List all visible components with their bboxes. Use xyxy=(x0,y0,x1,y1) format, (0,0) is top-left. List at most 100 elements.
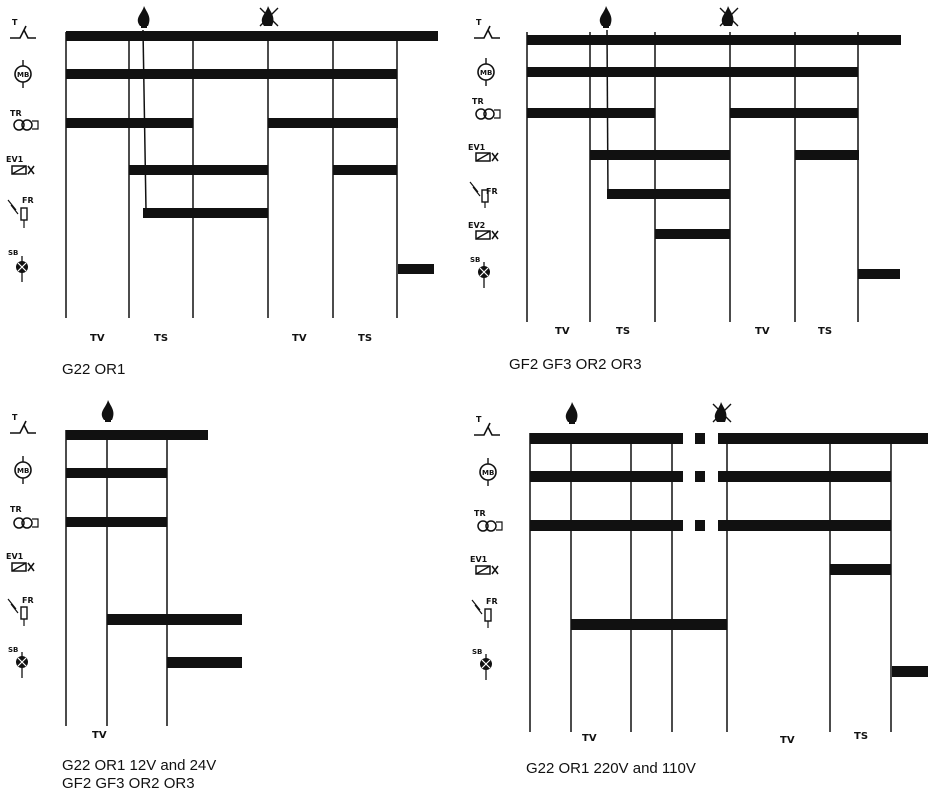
valve-icon: EV1 xyxy=(468,143,499,162)
motor-bar xyxy=(530,471,683,482)
phase-label-ts: TS xyxy=(818,326,832,337)
thermostat-icon: T xyxy=(474,415,500,436)
transformer-bar xyxy=(527,108,655,118)
component-bars xyxy=(530,433,928,677)
svg-text:T: T xyxy=(12,18,18,27)
motor-bar xyxy=(527,67,858,77)
transformer-bar xyxy=(66,118,193,128)
svg-text:EV1: EV1 xyxy=(468,143,486,152)
svg-text:MB: MB xyxy=(17,467,29,475)
svg-text:SB: SB xyxy=(8,646,18,654)
valve1-bar xyxy=(333,165,397,175)
motor-icon: MB xyxy=(479,458,497,486)
flame-rod-bar xyxy=(571,619,727,630)
svg-text:T: T xyxy=(476,18,482,27)
phase-label-ts: TS xyxy=(616,326,630,337)
thermostat-bar xyxy=(66,430,208,440)
timing-chart: T MB TR EV1 FR SB xyxy=(6,6,438,344)
svg-text:TR: TR xyxy=(10,109,22,118)
phase-label-tv: TV xyxy=(755,326,770,337)
thermostat-bar xyxy=(530,433,683,444)
diagram-caption: GF2 GF3 OR2 OR3 xyxy=(509,356,642,373)
timing-gridlines xyxy=(529,433,892,732)
motor-bar xyxy=(66,69,397,79)
svg-text:TR: TR xyxy=(474,509,486,518)
svg-text:FR: FR xyxy=(22,196,34,205)
lockout-bar xyxy=(892,666,928,677)
transformer-bar xyxy=(695,520,705,531)
svg-text:EV1: EV1 xyxy=(470,555,488,564)
flame-rod-icon: FR xyxy=(469,181,498,208)
svg-text:SB: SB xyxy=(472,648,482,656)
component-bars xyxy=(66,430,242,668)
svg-text:T: T xyxy=(12,413,18,422)
lockout-lamp-icon: SB xyxy=(8,249,28,282)
thermostat-icon: T xyxy=(10,18,36,39)
valve1-bar xyxy=(830,564,891,575)
svg-text:FR: FR xyxy=(486,187,498,196)
transformer-bar xyxy=(730,108,858,118)
valve2-bar xyxy=(655,229,730,239)
motor-icon: MB xyxy=(477,58,495,86)
phase-label-tv: TV xyxy=(555,326,570,337)
timing-diagram-gf2-gf3-or2-or3: T MB TR EV1 FR EV2 xyxy=(464,0,928,390)
flame-icon xyxy=(137,6,150,28)
timing-chart: T MB TR EV1 FR EV2 xyxy=(468,6,901,337)
svg-text:SB: SB xyxy=(470,256,480,264)
flame-rod-icon: FR xyxy=(471,597,498,628)
motor-icon: MB xyxy=(14,60,32,88)
thermostat-bar xyxy=(527,35,901,45)
thermostat-icon: T xyxy=(474,18,500,39)
svg-text:FR: FR xyxy=(486,597,498,606)
phase-label-ts: TS xyxy=(854,731,868,742)
motor-bar xyxy=(66,468,167,478)
valve1-bar xyxy=(795,150,859,160)
flame-rod-bar xyxy=(143,208,268,218)
no-flame-icon xyxy=(259,6,279,27)
flame-rod-bar xyxy=(607,189,730,199)
diagram-caption: G22 OR1 xyxy=(62,361,126,378)
timing-diagram-low-voltage: T MB TR EV1 FR SB xyxy=(0,396,450,796)
motor-icon: MB xyxy=(14,456,32,484)
svg-text:MB: MB xyxy=(480,69,492,77)
svg-text:EV2: EV2 xyxy=(468,221,485,230)
svg-text:TR: TR xyxy=(472,97,484,106)
lockout-bar xyxy=(858,269,900,279)
diagram-caption: GF2 GF3 OR2 OR3 xyxy=(62,775,195,792)
thermostat-bar xyxy=(66,31,438,41)
svg-text:MB: MB xyxy=(17,71,29,79)
phase-label-tv: TV xyxy=(582,733,597,744)
lockout-lamp-icon: SB xyxy=(470,256,490,288)
valve-icon: EV1 xyxy=(6,155,35,175)
valve-icon: EV2 xyxy=(468,221,499,240)
svg-text:TR: TR xyxy=(10,505,22,514)
svg-text:SB: SB xyxy=(8,249,18,257)
flame-rod-icon: FR xyxy=(7,196,34,228)
valve-icon: EV1 xyxy=(470,555,499,575)
timing-diagram-g22-or1: T MB TR EV1 FR SB xyxy=(0,0,450,390)
timing-gridlines xyxy=(65,430,168,726)
flame-icon xyxy=(565,402,578,424)
no-flame-icon xyxy=(712,402,732,423)
phase-label-tv: TV xyxy=(90,333,105,344)
lockout-lamp-icon: SB xyxy=(472,648,492,680)
svg-text:EV1: EV1 xyxy=(6,155,24,164)
motor-bar xyxy=(718,471,891,482)
phase-label-tv: TV xyxy=(780,735,795,746)
phase-label-ts: TS xyxy=(154,333,168,344)
svg-text:EV1: EV1 xyxy=(6,552,24,561)
transformer-icon: TR xyxy=(472,97,501,120)
flame-icon xyxy=(599,6,612,28)
lockout-bar xyxy=(167,657,242,668)
flame-rod-icon: FR xyxy=(7,596,34,626)
phase-label-tv: TV xyxy=(92,730,107,741)
transformer-bar xyxy=(718,520,891,531)
svg-text:T: T xyxy=(476,415,482,424)
component-bars xyxy=(527,35,901,279)
phase-label-ts: TS xyxy=(358,333,372,344)
diagram-caption: G22 OR1 12V and 24V xyxy=(62,757,217,774)
transformer-icon: TR xyxy=(10,109,39,131)
timing-chart: T MB TR EV1 FR SB xyxy=(470,402,928,746)
motor-bar xyxy=(695,471,705,482)
component-bars xyxy=(66,31,438,274)
